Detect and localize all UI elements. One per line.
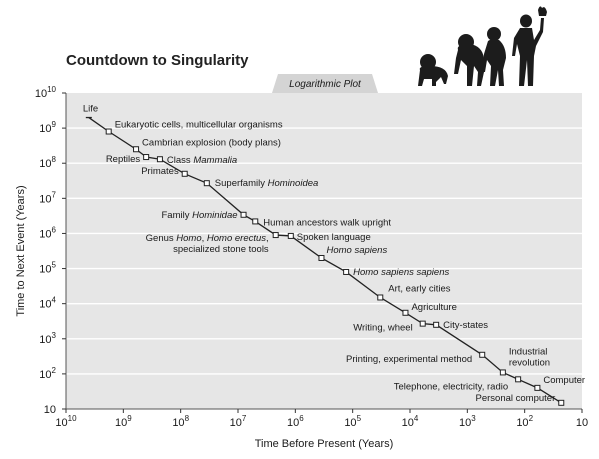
data-marker-5 xyxy=(181,170,188,177)
data-label-spoken-language: Spoken language xyxy=(297,232,371,243)
data-label-eukaryotic-cells-multicellular-organisms: Eukaryotic cells, multicellular organism… xyxy=(115,120,283,131)
data-label-human-ancestors-walk-upright: Human ancestors walk upright xyxy=(263,217,391,228)
y-tick-label-1: 109 xyxy=(39,120,56,135)
data-label-cambrian-explosion-body-plans: Cambrian explosion (body plans) xyxy=(142,137,281,148)
data-label-computer: Computer xyxy=(543,375,585,386)
data-marker-4 xyxy=(156,156,163,163)
data-label-family-hominidae: Family Hominidae xyxy=(162,210,238,221)
y-tick-label-2: 108 xyxy=(39,155,56,170)
data-label-superfamily-hominoidea: Superfamily Hominoidea xyxy=(215,178,319,189)
data-labels: Life Eukaryotic cells, multicellular orga… xyxy=(83,104,585,404)
data-label-homo-sapiens: Homo sapiens xyxy=(326,245,387,256)
data-marker-10 xyxy=(287,232,294,239)
data-label-primates: Primates xyxy=(141,166,179,177)
data-marker-6 xyxy=(203,180,210,187)
data-marker-21 xyxy=(558,399,565,406)
y-tick-label-5: 105 xyxy=(39,261,56,276)
series-line xyxy=(88,117,562,404)
chart-title: Countdown to Singularity xyxy=(66,52,249,69)
data-marker-20 xyxy=(534,384,541,391)
data-label-printing-experimental-method: Printing, experimental method xyxy=(346,354,472,365)
data-marker-19 xyxy=(515,376,522,383)
x-tick-label-9: 10 xyxy=(576,417,588,429)
data-marker-13 xyxy=(377,294,384,301)
data-label-personal-computer: Personal computer xyxy=(476,393,556,404)
gridlines xyxy=(66,127,582,375)
x-tick-label-5: 105 xyxy=(344,414,361,429)
data-marker-2 xyxy=(133,146,140,153)
data-label-reptiles: Reptiles xyxy=(106,154,141,165)
data-label-industrial-revolution: Industrial revolution xyxy=(509,346,550,368)
data-label-life: Life xyxy=(83,104,98,115)
y-tick-label-3: 107 xyxy=(39,190,56,205)
x-tick-label-1: 109 xyxy=(115,414,132,429)
data-marker-9 xyxy=(272,232,279,239)
data-marker-12 xyxy=(343,268,350,275)
data-marker-8 xyxy=(252,218,259,225)
ape-silhouette-1 xyxy=(418,54,448,86)
subtitle-tab-shape xyxy=(272,74,378,93)
data-markers xyxy=(85,116,565,406)
x-axis-ticks: 1010 109 108 107 106 105 104 103 102 10 xyxy=(55,409,588,429)
y-tick-label-8: 102 xyxy=(39,366,56,381)
x-tick-label-7: 103 xyxy=(459,414,476,429)
data-label-art-early-cities: Art, early cities xyxy=(388,283,451,294)
y-tick-label-6: 104 xyxy=(39,296,56,311)
axes xyxy=(65,93,582,410)
ape-silhouette-2 xyxy=(454,34,484,86)
data-label-genus-homo-homo-erectus-specialized-stone-tools: Genus Homo, Homo erectus, specialized sto… xyxy=(146,233,269,255)
x-tick-label-3: 107 xyxy=(230,414,247,429)
data-marker-7 xyxy=(240,211,247,218)
x-tick-label-6: 104 xyxy=(402,414,419,429)
data-marker-1 xyxy=(105,128,112,135)
data-marker-14 xyxy=(402,309,409,316)
y-axis-ticks: 1010 109 108 107 106 105 104 103 102 10 xyxy=(35,85,66,416)
data-label-agriculture: Agriculture xyxy=(411,302,456,313)
human-with-torch-silhouette xyxy=(512,6,547,86)
data-marker-15 xyxy=(419,320,426,327)
data-label-class-mammalia: Class Mammalia xyxy=(167,155,237,166)
data-marker-17 xyxy=(479,351,486,358)
x-tick-label-8: 102 xyxy=(516,414,533,429)
y-tick-label-4: 106 xyxy=(39,225,56,240)
x-axis-label: Time Before Present (Years) xyxy=(255,438,394,450)
x-tick-label-0: 1010 xyxy=(55,414,77,429)
data-marker-11 xyxy=(318,254,325,261)
y-axis-label: Time to Next Event (Years) xyxy=(15,185,27,316)
evolution-silhouettes-illustration xyxy=(418,6,547,86)
plot-background xyxy=(66,93,582,409)
y-tick-label-9: 10 xyxy=(44,404,56,416)
chart-subtitle: Logarithmic Plot xyxy=(289,79,362,90)
data-marker-18 xyxy=(499,369,506,376)
y-tick-label-0: 1010 xyxy=(35,85,57,100)
x-tick-label-4: 106 xyxy=(287,414,304,429)
data-label-homo-sapiens-sapiens: Homo sapiens sapiens xyxy=(353,267,449,278)
data-label-city-states: City-states xyxy=(443,320,488,331)
data-marker-3 xyxy=(143,154,150,161)
data-label-telephone-electricity-radio: Telephone, electricity, radio xyxy=(394,381,508,392)
hominid-silhouette xyxy=(482,27,506,86)
subtitle-tab: Logarithmic Plot xyxy=(272,74,378,93)
data-marker-16 xyxy=(433,321,440,328)
x-tick-label-2: 108 xyxy=(172,414,189,429)
data-label-writing-wheel: Writing, wheel xyxy=(353,323,413,334)
y-tick-label-7: 103 xyxy=(39,331,56,346)
